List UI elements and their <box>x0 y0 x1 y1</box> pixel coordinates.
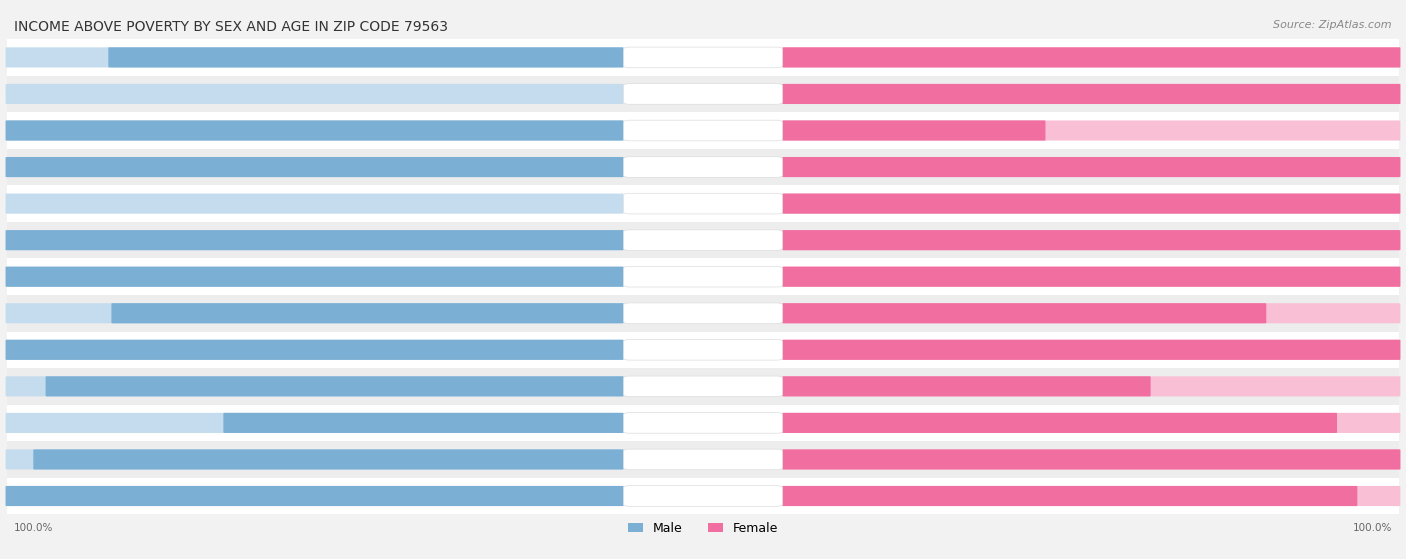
Text: 100.0%: 100.0% <box>1344 162 1388 172</box>
Text: 59.4%: 59.4% <box>1102 381 1137 391</box>
Text: 64.6%: 64.6% <box>18 418 55 428</box>
Text: 89.7%: 89.7% <box>1288 418 1324 428</box>
Text: 83.3%: 83.3% <box>18 53 55 63</box>
Text: 0.0%: 0.0% <box>582 198 612 209</box>
Text: 100.0%: 100.0% <box>18 235 62 245</box>
Text: 12 to 14 Years: 12 to 14 Years <box>664 162 742 172</box>
Text: 45 to 54 Years: 45 to 54 Years <box>664 381 742 391</box>
Text: 100.0%: 100.0% <box>1353 523 1392 533</box>
Text: 16 and 17 Years: 16 and 17 Years <box>658 235 748 245</box>
Text: 93.0%: 93.0% <box>1309 491 1344 501</box>
Text: 100.0%: 100.0% <box>18 126 62 135</box>
Text: 100.0%: 100.0% <box>1344 198 1388 209</box>
Text: 15 Years: 15 Years <box>679 198 727 209</box>
Text: 6 to 11 Years: 6 to 11 Years <box>666 126 740 135</box>
Text: 100.0%: 100.0% <box>1344 53 1388 63</box>
Text: 100.0%: 100.0% <box>1344 345 1388 355</box>
Text: 95.5%: 95.5% <box>18 454 55 465</box>
Text: 35 to 44 Years: 35 to 44 Years <box>664 345 742 355</box>
Text: 100.0%: 100.0% <box>18 345 62 355</box>
Text: 100.0%: 100.0% <box>14 523 53 533</box>
Text: 0.0%: 0.0% <box>582 89 612 99</box>
Text: 100.0%: 100.0% <box>18 162 62 172</box>
Text: 42.3%: 42.3% <box>997 126 1033 135</box>
Text: 100.0%: 100.0% <box>1344 89 1388 99</box>
Text: 93.5%: 93.5% <box>18 381 55 391</box>
Text: Under 5 Years: Under 5 Years <box>665 53 741 63</box>
Text: 100.0%: 100.0% <box>1344 235 1388 245</box>
Text: 100.0%: 100.0% <box>1344 454 1388 465</box>
Text: 100.0%: 100.0% <box>1344 272 1388 282</box>
Legend: Male, Female: Male, Female <box>628 522 778 535</box>
Text: 82.8%: 82.8% <box>18 308 55 318</box>
Text: 18 to 24 Years: 18 to 24 Years <box>664 272 742 282</box>
Text: Source: ZipAtlas.com: Source: ZipAtlas.com <box>1274 20 1392 30</box>
Text: 100.0%: 100.0% <box>18 272 62 282</box>
Text: 25 to 34 Years: 25 to 34 Years <box>664 308 742 318</box>
Text: 65 to 74 Years: 65 to 74 Years <box>664 454 742 465</box>
Text: 78.2%: 78.2% <box>1218 308 1254 318</box>
Text: INCOME ABOVE POVERTY BY SEX AND AGE IN ZIP CODE 79563: INCOME ABOVE POVERTY BY SEX AND AGE IN Z… <box>14 20 449 34</box>
Text: 5 Years: 5 Years <box>683 89 723 99</box>
Text: 75 Years and over: 75 Years and over <box>652 491 754 501</box>
Text: 100.0%: 100.0% <box>18 491 62 501</box>
Text: 55 to 64 Years: 55 to 64 Years <box>664 418 742 428</box>
